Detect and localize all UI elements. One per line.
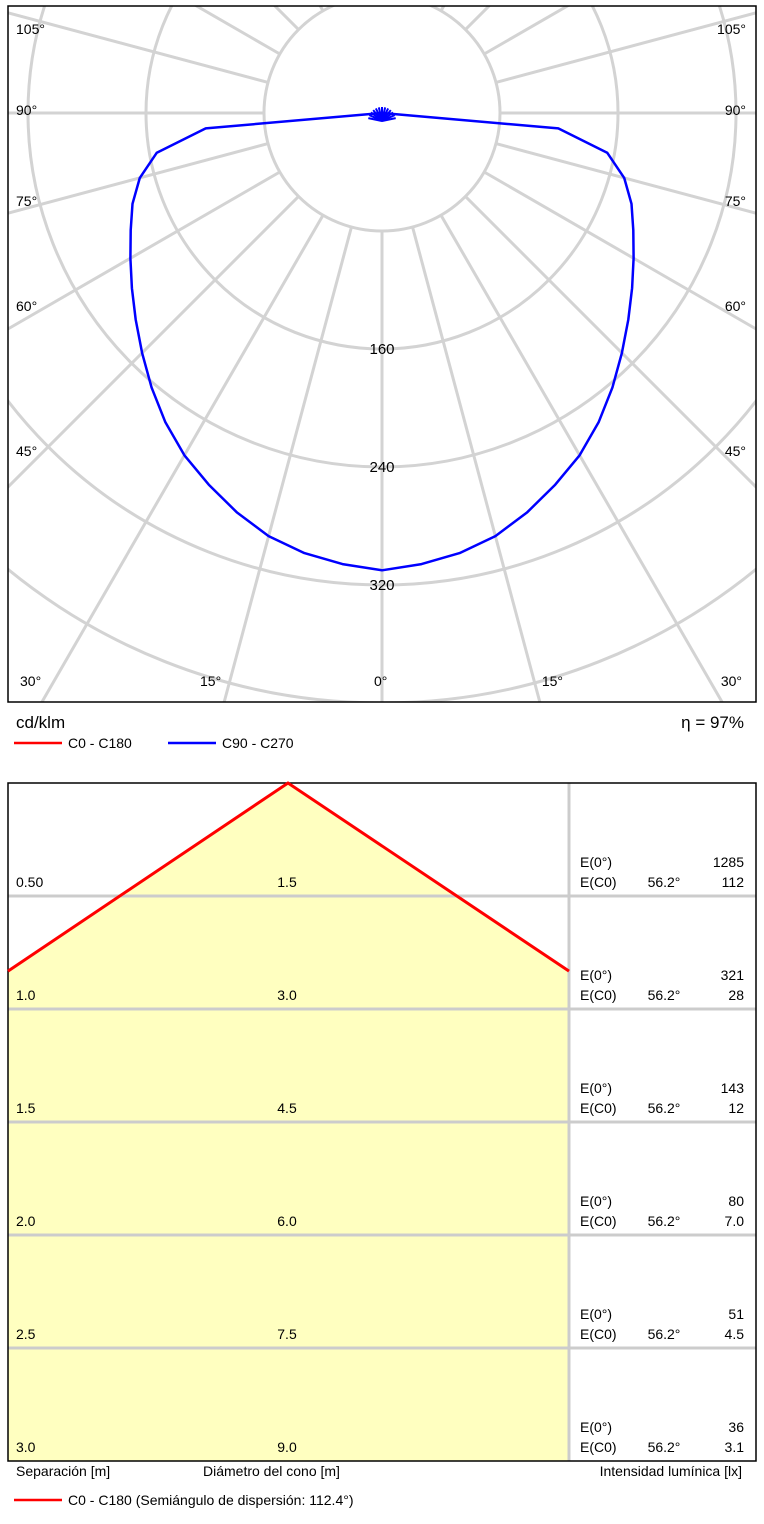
e0-label: E(0°): [580, 854, 612, 870]
cone-text-layer: 0.50 1.5 E(0°) 1285 E(C0) 56.2° 112 1.0 3.0 E(0°)…: [16, 854, 744, 1455]
radial-unit-label: cd/klm: [16, 713, 65, 732]
ec0-angle-value: 56.2°: [648, 1100, 681, 1116]
polar-grid: [8, 6, 756, 702]
ec0-value: 4.5: [725, 1326, 745, 1342]
polar-spoke: [8, 142, 269, 215]
angle-tick-label: 30°: [20, 673, 41, 689]
angle-tick-label: 30°: [721, 673, 742, 689]
polar-spoke: [411, 226, 542, 702]
ec0-angle-value: 56.2°: [648, 1326, 681, 1342]
footer-diameter-label: Diámetro del cono [m]: [203, 1463, 340, 1479]
efficiency-label: η = 97%: [681, 713, 744, 732]
angle-tick-label: 90°: [725, 102, 746, 118]
separation-value: 2.5: [16, 1326, 36, 1342]
angle-tick-label: 45°: [725, 443, 746, 459]
separation-value: 0.50: [16, 874, 43, 890]
angle-tick-label: 60°: [16, 298, 37, 314]
curve-c90-c270: [129, 111, 635, 572]
separation-value: 1.0: [16, 987, 36, 1003]
polar-spoke: [439, 214, 724, 702]
angle-tick-label: 90°: [16, 102, 37, 118]
cone-frame: [7, 782, 757, 1462]
e0-value: 80: [728, 1193, 744, 1209]
polar-diagram-panel: 160 240 320 105° 90° 75° 60° 45° 30° 15°…: [0, 0, 764, 760]
separation-value: 1.5: [16, 1100, 36, 1116]
cone-grid-layer: [7, 781, 757, 1462]
e0-label: E(0°): [580, 1306, 612, 1322]
cone-diagram-panel: 0.50 1.5 E(0°) 1285 E(C0) 56.2° 112 1.0 3.0 E(0°)…: [0, 760, 764, 1519]
polar-frame: [7, 5, 757, 703]
e0-label: E(0°): [580, 1080, 612, 1096]
cone-diameter-value: 9.0: [277, 1439, 297, 1455]
polar-spoke: [8, 195, 300, 490]
angle-tick-label: 105°: [717, 21, 746, 37]
cone-diameter-value: 4.5: [277, 1100, 297, 1116]
e0-value: 51: [728, 1306, 744, 1322]
separation-value: 2.0: [16, 1213, 36, 1229]
angle-tick-label: 45°: [16, 443, 37, 459]
e0-value: 321: [721, 967, 745, 983]
polar-curve-layer: [129, 107, 635, 572]
e0-label: E(0°): [580, 1419, 612, 1435]
separation-value: 3.0: [16, 1439, 36, 1455]
cone-diameter-value: 3.0: [277, 987, 297, 1003]
angle-tick-label: 60°: [725, 298, 746, 314]
ec0-angle-value: 56.2°: [648, 987, 681, 1003]
angle-tick-label: 75°: [725, 193, 746, 209]
polar-spoke: [8, 11, 269, 84]
ec0-label: E(C0): [580, 1100, 617, 1116]
curve-tuft-ray: [381, 117, 396, 122]
polar-spoke: [222, 226, 353, 702]
ec0-value: 3.1: [725, 1439, 745, 1455]
ec0-label: E(C0): [580, 874, 617, 890]
legend-label-c90-c270: C90 - C270: [222, 735, 294, 751]
e0-label: E(0°): [580, 1193, 612, 1209]
ec0-value: 7.0: [725, 1213, 745, 1229]
polar-spoke: [40, 214, 325, 702]
polar-spoke: [495, 142, 756, 215]
legend-label-dispersion: C0 - C180 (Semiángulo de dispersión: 112…: [68, 1492, 354, 1508]
cone-diameter-value: 7.5: [277, 1326, 297, 1342]
e0-value: 36: [728, 1419, 744, 1435]
dispersion-line: [7, 781, 570, 973]
radial-tick-label: 320: [369, 577, 394, 594]
polar-spoke: [495, 11, 756, 84]
ec0-label: E(C0): [580, 1213, 617, 1229]
cone-diagram: 0.50 1.5 E(0°) 1285 E(C0) 56.2° 112 1.0 3.0 E(0°)…: [7, 781, 757, 1508]
footer-intensity-label: Intensidad lumínica [lx]: [600, 1463, 742, 1479]
legend-label-c0-c180: C0 - C180: [68, 735, 132, 751]
angle-tick-label: 105°: [16, 21, 45, 37]
cone-diameter-value: 1.5: [277, 874, 297, 890]
polar-diagram: 160 240 320 105° 90° 75° 60° 45° 30° 15°…: [7, 5, 757, 751]
ec0-angle-value: 56.2°: [648, 874, 681, 890]
ec0-label: E(C0): [580, 1439, 617, 1455]
polar-spoke: [464, 195, 756, 490]
angle-tick-label: 15°: [200, 673, 221, 689]
ec0-value: 12: [728, 1100, 744, 1116]
ec0-angle-value: 56.2°: [648, 1439, 681, 1455]
angle-tick-label: 0°: [374, 673, 387, 689]
footer-separation-label: Separación [m]: [16, 1463, 110, 1479]
ec0-label: E(C0): [580, 987, 617, 1003]
ec0-label: E(C0): [580, 1326, 617, 1342]
polar-spoke: [483, 170, 756, 331]
ec0-value: 112: [722, 874, 745, 890]
angle-tick-label: 15°: [542, 673, 563, 689]
ec0-angle-value: 56.2°: [648, 1213, 681, 1229]
e0-label: E(0°): [580, 967, 612, 983]
polar-spoke: [8, 170, 281, 331]
angle-tick-label: 75°: [16, 193, 37, 209]
ec0-value: 28: [728, 987, 744, 1003]
e0-value: 143: [721, 1080, 745, 1096]
radial-tick-label: 160: [369, 341, 394, 358]
cone-diameter-value: 6.0: [277, 1213, 297, 1229]
radial-tick-label: 240: [369, 459, 394, 476]
e0-value: 1285: [713, 854, 744, 870]
